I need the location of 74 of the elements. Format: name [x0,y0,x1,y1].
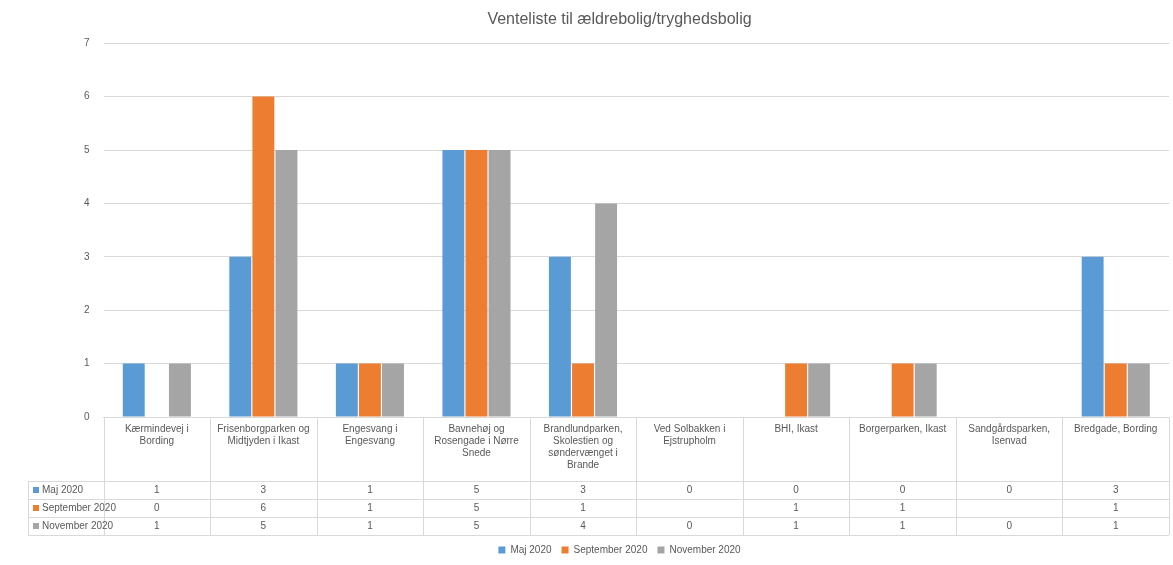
x-tick-label: Brandlundparken, Skolestien og søndervænget i Brande [543,422,623,470]
x-tick-label: Kærmindevej i Bording [124,422,189,446]
data-label: 0 [1006,483,1013,495]
data-label: 0 [686,483,693,495]
bar [252,96,275,417]
y-tick-label: 4 [84,197,90,209]
x-tick-label: Bavnehøj og Rosengade i Nørre Snede [434,422,520,458]
y-tick-label: 7 [84,36,90,48]
data-label: 5 [473,501,480,513]
x-tick-label: Ved Solbakken i Ejstrupholm [653,422,726,446]
y-tick-label: 5 [84,143,90,155]
text: Maj 2020 [510,543,552,555]
legend-label: September 2020 [573,543,648,555]
bar [1127,363,1150,417]
legend-label: November 2020 [42,519,114,531]
text: September 2020 [42,501,116,513]
x-tick-label: Engesvang i Engesvang [342,422,398,446]
data-label: 4 [580,519,587,531]
data-label: 1 [367,483,374,495]
data-label: 0 [154,501,161,513]
y-tick-label: 3 [84,250,90,262]
bar [465,150,488,417]
data-label: 3 [1112,483,1119,495]
data-label: 0 [793,483,800,495]
bar [275,150,298,417]
data-label: 1 [793,519,800,531]
bar [572,363,594,417]
y-tick-label: 1 [84,357,90,369]
x-tick-label: Bredgade, Bording [1074,422,1158,434]
bar [1104,363,1127,417]
bar [808,363,831,417]
data-label: 6 [260,501,267,513]
bar [488,150,511,417]
bar [382,363,404,417]
bar [335,363,358,417]
data-label: 1 [899,501,906,513]
data-label: 3 [580,483,587,495]
bar [595,203,618,417]
data-label: 1 [154,519,161,531]
x-tick-label: Frisenborgparken og Midtjyden i Ikast [217,422,310,446]
data-label: 5 [473,519,480,531]
x-tick-label: Sandgårdsparken, Isenvad [968,422,1051,446]
data-label: 0 [686,519,693,531]
data-label: 5 [260,519,267,531]
y-tick-label: 6 [84,90,90,102]
bar [891,363,914,417]
bar [122,363,145,417]
data-label: 1 [154,483,161,495]
data-label: 0 [899,483,906,495]
y-tick-label: 2 [84,303,90,315]
legend-label: Maj 2020 [42,483,84,495]
data-label: 5 [473,483,480,495]
bar [229,256,252,417]
data-label: 1 [899,519,906,531]
data-label: 1 [367,519,374,531]
data-label: 3 [260,483,267,495]
data-label: 1 [1112,519,1119,531]
data-label: 1 [580,501,587,513]
bar [358,363,381,417]
x-tick-label: Borgerparken, Ikast [859,422,947,434]
bar [914,363,937,417]
data-label: 1 [367,501,374,513]
bar [1081,256,1104,417]
x-tick-label: BHI, Ikast [774,422,818,434]
data-label: 0 [1006,519,1013,531]
chart-title: Venteliste til ældrebolig/tryghedsbolig [487,10,752,28]
data-label: 1 [793,501,800,513]
bar [168,363,191,417]
data-label: 1 [1112,501,1119,513]
y-tick-label: 0 [84,410,90,422]
bar [442,150,465,417]
text: November 2020 [669,543,741,555]
bar [548,256,571,417]
bar [785,363,808,417]
